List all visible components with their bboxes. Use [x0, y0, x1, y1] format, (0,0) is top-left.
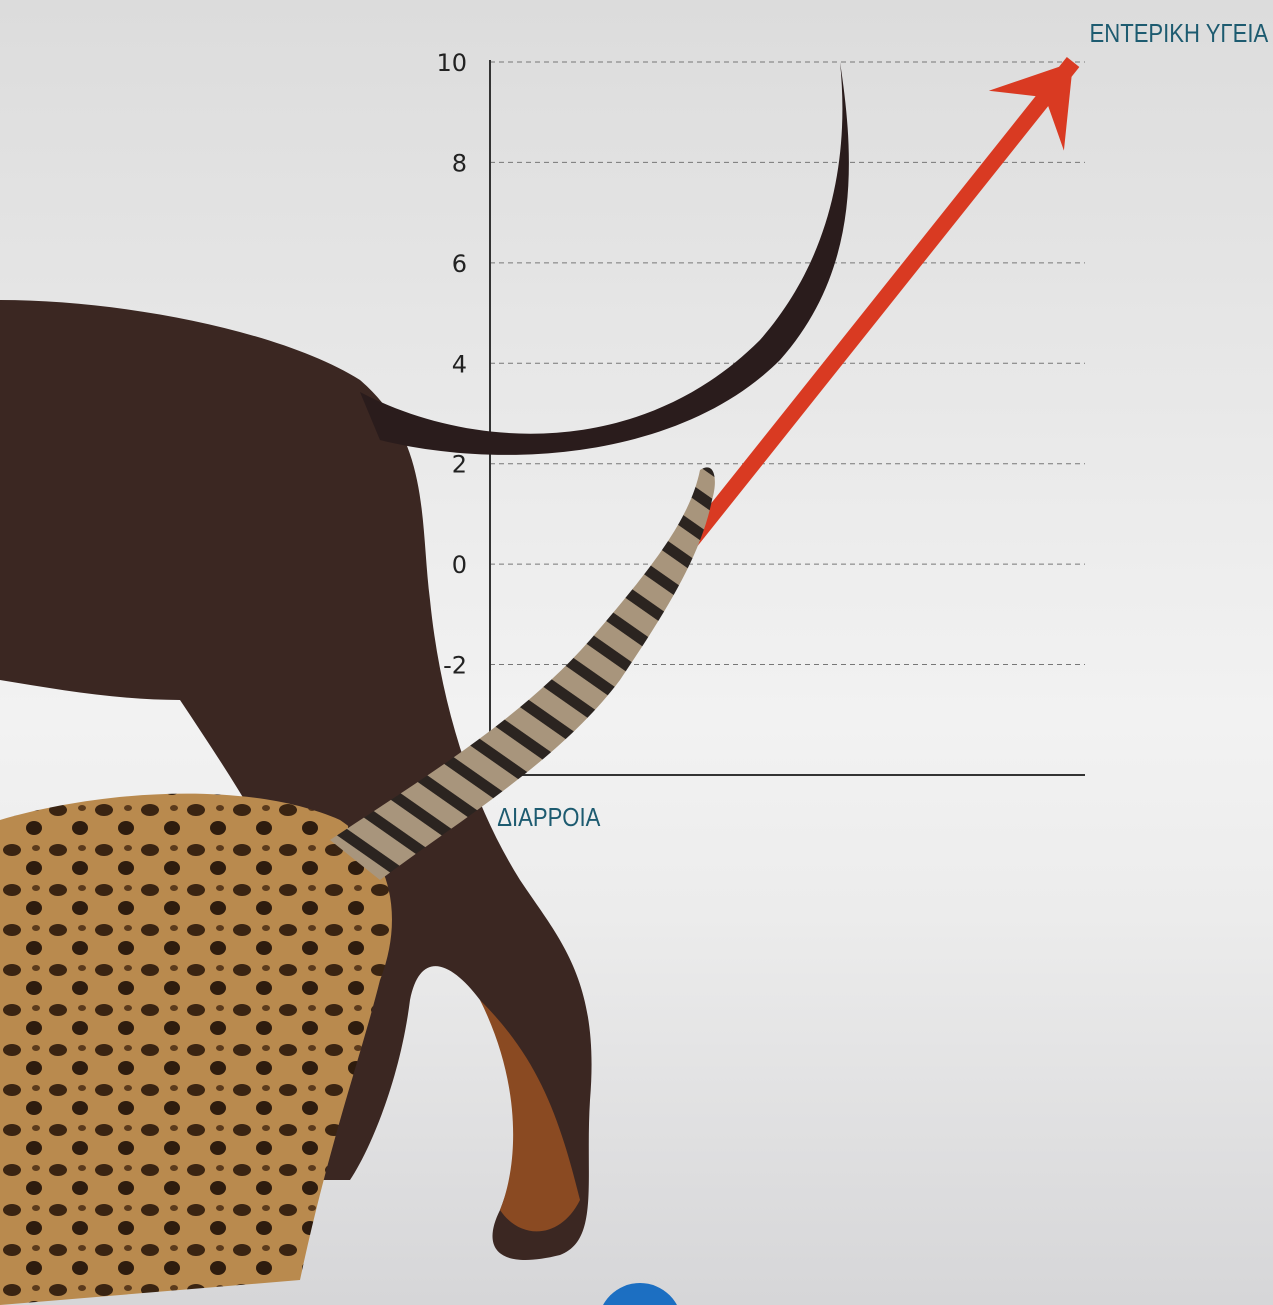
y-tick-label: 6 — [452, 250, 467, 278]
ad-chart: -2 0 2 4 6 8 10 ΕΝΤΕΡΙΚΗ ΥΓΕΙΑ ΔΙΑΡΡΟΙΑ — [0, 0, 1273, 1305]
y-tick-label: -2 — [443, 652, 467, 680]
y-tick-label: 10 — [436, 49, 467, 77]
y-tick-label: 2 — [452, 451, 467, 479]
y-axis-top-label: ΕΝΤΕΡΙΚΗ ΥΓΕΙΑ — [1090, 19, 1269, 48]
y-tick-label: 0 — [452, 551, 467, 579]
y-tick-label: 4 — [452, 350, 467, 378]
y-tick-label: 8 — [452, 149, 467, 177]
y-axis-bottom-label: ΔΙΑΡΡΟΙΑ — [497, 803, 601, 832]
